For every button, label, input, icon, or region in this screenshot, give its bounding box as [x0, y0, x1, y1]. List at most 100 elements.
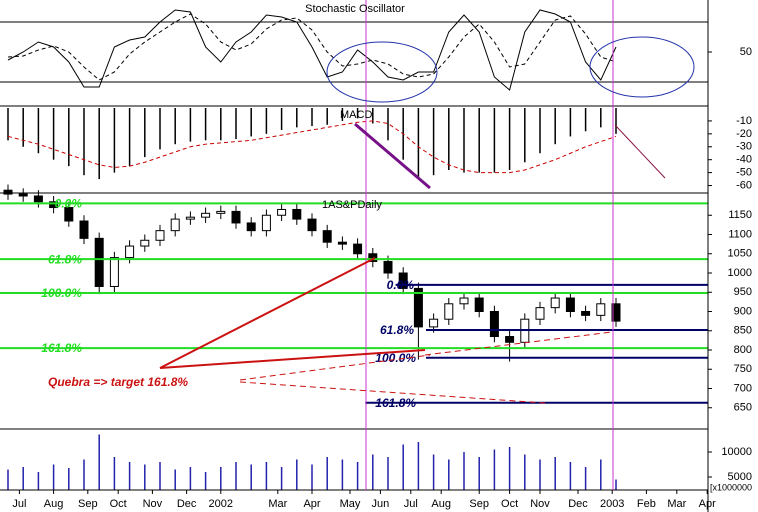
y-tick-label: 1150: [728, 209, 752, 221]
bar: [326, 108, 328, 125]
fib-label: 0.0%: [387, 278, 415, 292]
bar: [508, 447, 511, 490]
candle-body: [307, 218, 317, 232]
trend-line: [159, 349, 426, 369]
candle-body: [231, 210, 241, 224]
y-tick-label: -30: [736, 141, 752, 153]
candle-body: [368, 253, 378, 262]
x-tick-label: Nov: [530, 498, 550, 510]
bar: [22, 108, 24, 147]
bar: [600, 459, 602, 490]
candle-body: [489, 311, 499, 338]
bar: [600, 108, 602, 128]
panel-title: MACD: [340, 109, 372, 121]
bar: [615, 108, 617, 134]
bar: [204, 472, 207, 490]
candle-body: [3, 189, 13, 195]
x-tick-label: Dec: [568, 498, 588, 510]
y-tick-label: 1100: [728, 228, 752, 240]
bar: [37, 472, 40, 490]
bar: [296, 108, 298, 128]
trend-line: [614, 124, 666, 179]
bar: [22, 467, 24, 490]
bar: [387, 108, 389, 141]
x-tick-label: Apr: [303, 498, 320, 510]
bar: [220, 467, 222, 490]
x-tick-label: Oct: [501, 498, 518, 510]
bar: [356, 462, 359, 490]
candle-body: [140, 239, 150, 247]
bar: [448, 108, 450, 171]
y-tick-label: 650: [734, 402, 752, 414]
y-tick-label: 10000: [721, 446, 752, 458]
bar: [189, 108, 192, 142]
bar: [144, 108, 146, 158]
panel-title: 1AS&PDaily: [322, 199, 382, 211]
candle-body: [185, 216, 195, 220]
y-tick-label: 750: [734, 363, 752, 375]
x-tick-label: Oct: [110, 498, 127, 510]
bar: [554, 108, 556, 145]
bar: [432, 108, 435, 176]
y-tick-label: 1000: [728, 267, 752, 279]
projection-line: [424, 331, 613, 356]
candle-body: [505, 336, 515, 343]
bar: [524, 454, 526, 490]
y-tick-label: 850: [734, 325, 752, 337]
x-tick-label: Aug: [431, 498, 451, 510]
bar: [235, 462, 237, 490]
bar: [448, 459, 450, 490]
fib-label: 100.0%: [375, 351, 416, 365]
candle-body: [383, 260, 393, 274]
x-tick-label: Jul: [404, 498, 418, 510]
candle-body: [581, 311, 591, 316]
candle-body: [201, 212, 211, 218]
candle-body: [18, 193, 28, 197]
x-tick-label: Feb: [637, 498, 656, 510]
bar: [539, 459, 541, 490]
bar: [204, 108, 207, 141]
bar: [417, 108, 420, 180]
bar: [615, 479, 617, 490]
bar: [432, 454, 435, 490]
bar: [584, 467, 587, 490]
candle-body: [444, 303, 454, 320]
x-tick-label: Aug: [44, 498, 64, 510]
bar: [68, 468, 70, 490]
bar: [508, 108, 511, 171]
x-tick-label: Mar: [667, 498, 686, 510]
y-tick-label: 800: [734, 344, 752, 356]
bar: [83, 459, 85, 490]
fib-label: 0.0%: [55, 196, 83, 210]
bar: [37, 108, 40, 154]
bar: [250, 108, 252, 137]
series-line: [7, 120, 617, 174]
candle-body: [429, 318, 439, 328]
series-line: [7, 13, 617, 81]
bar: [524, 108, 526, 163]
bar: [554, 457, 556, 490]
fib-label: 100.0%: [41, 286, 82, 300]
y-tick-label: 900: [734, 305, 752, 317]
bar: [144, 464, 146, 490]
bar: [417, 442, 420, 490]
y-tick-label: -20: [736, 128, 752, 140]
bar: [341, 459, 344, 490]
candle-body: [596, 303, 606, 316]
bar: [356, 108, 359, 119]
x-tick-label: Mar: [268, 498, 287, 510]
candle-body: [292, 208, 302, 220]
bar: [463, 452, 465, 490]
bar: [311, 464, 313, 490]
bar: [569, 108, 572, 137]
bar: [189, 467, 192, 490]
x-tick-label: Jul: [12, 498, 26, 510]
candle-body: [322, 230, 332, 243]
y-tick-label: 950: [734, 286, 752, 298]
x-tick-label: Nov: [143, 498, 163, 510]
y-tick-label: -40: [736, 154, 752, 166]
projection-line: [239, 381, 546, 404]
candle-body: [459, 297, 469, 305]
bar: [372, 108, 374, 124]
